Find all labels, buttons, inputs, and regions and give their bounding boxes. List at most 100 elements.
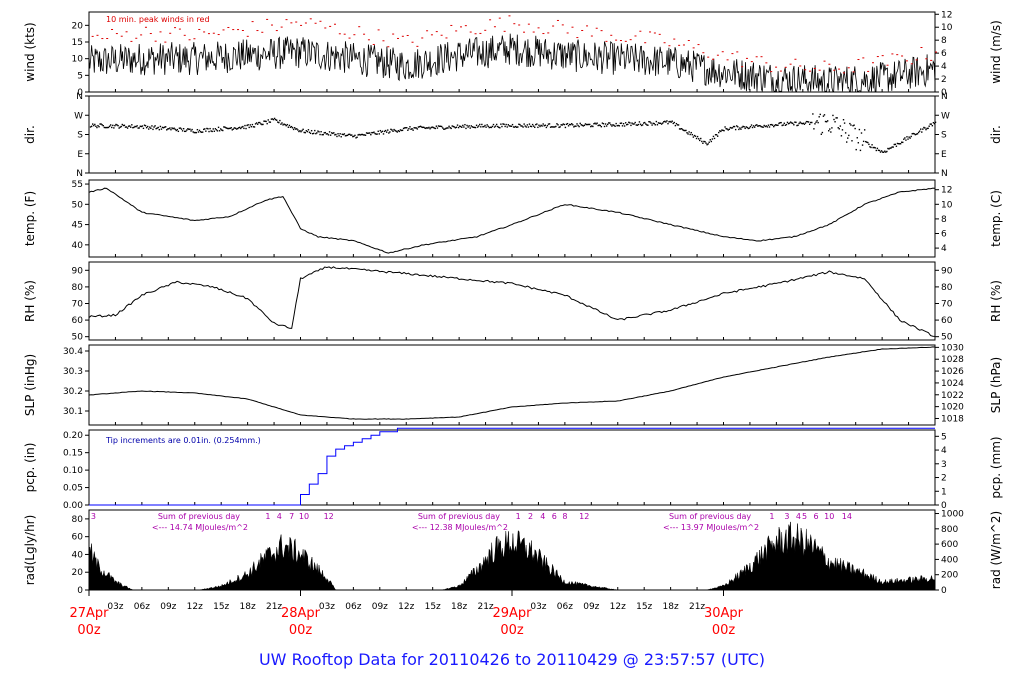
direction-point [688, 131, 690, 133]
direction-point [216, 130, 219, 132]
direction-point [807, 121, 810, 123]
direction-point [718, 131, 720, 134]
direction-point [871, 144, 873, 146]
peak-wind-mark [586, 25, 589, 27]
peak-wind-mark [789, 63, 792, 65]
direction-point [108, 125, 111, 127]
right-tick-label: 4 [941, 244, 947, 254]
left-tick-label: S [77, 131, 83, 141]
peak-wind-mark [716, 54, 719, 56]
direction-point [251, 123, 254, 126]
right-tick-label: 2 [941, 474, 947, 484]
left-tick-label: 0.00 [63, 501, 83, 511]
direction-point [361, 133, 364, 136]
direction-point [171, 127, 173, 129]
direction-point [429, 128, 431, 130]
direction-point [412, 129, 414, 131]
direction-point [634, 121, 636, 124]
direction-point [739, 127, 741, 129]
peak-wind-mark [552, 25, 555, 27]
direction-point [357, 134, 359, 136]
direction-point [413, 127, 415, 129]
direction-point [416, 128, 419, 130]
direction-point [771, 124, 774, 126]
direction-point [746, 126, 748, 129]
direction-point [830, 131, 832, 133]
direction-point [178, 127, 181, 129]
direction-point [612, 124, 614, 126]
direction-point [885, 151, 887, 153]
direction-point [713, 137, 716, 140]
peak-wind-mark [498, 17, 501, 19]
direction-point [443, 128, 445, 130]
right-axis-label: SLP (hPa) [989, 357, 1003, 413]
right-tick-label: 10 [941, 23, 953, 33]
direction-point [582, 125, 585, 127]
direction-point [318, 131, 320, 133]
direction-point [522, 126, 524, 128]
direction-point [226, 127, 228, 129]
direction-point [500, 123, 502, 125]
direction-point [549, 126, 552, 128]
peak-wind-mark [513, 23, 516, 25]
direction-point [380, 131, 383, 133]
direction-point [325, 133, 328, 135]
direction-point [238, 126, 241, 129]
direction-point [133, 126, 135, 129]
direction-point [353, 135, 355, 138]
direction-point [516, 126, 518, 128]
day-zulu-label: 00z [500, 623, 524, 638]
hour-tick-label: 09z [372, 602, 388, 612]
hour-tick-label: 18z [451, 602, 467, 612]
direction-point [587, 123, 590, 126]
direction-point [847, 137, 849, 139]
sun-hour-label: 7 [289, 512, 294, 521]
peak-wind-mark [154, 40, 157, 42]
direction-point [442, 127, 444, 129]
direction-point [605, 125, 608, 127]
direction-point [874, 147, 876, 149]
panel-frame [88, 344, 936, 426]
direction-point [728, 128, 731, 131]
peak-wind-mark [377, 29, 380, 31]
direction-point [604, 123, 607, 125]
direction-point [408, 127, 410, 130]
direction-point [692, 136, 695, 138]
peak-wind-mark [741, 66, 744, 68]
peak-wind-mark [537, 27, 540, 29]
direction-point [207, 128, 209, 130]
sun-hour-label: 3 [91, 512, 96, 521]
direction-point [584, 123, 587, 125]
direction-point [788, 122, 791, 124]
direction-point [897, 142, 900, 145]
left-tick-label: 50 [72, 333, 84, 343]
direction-point [192, 131, 194, 133]
direction-point [862, 140, 865, 143]
direction-point [392, 130, 394, 133]
left-tick-label: 80 [72, 515, 84, 525]
peak-wind-mark [721, 51, 724, 53]
direction-point [910, 135, 912, 138]
panel-frame [88, 179, 936, 258]
direction-point [488, 126, 490, 129]
direction-point [306, 130, 309, 133]
direction-point [272, 118, 275, 121]
panel-frame [88, 11, 936, 93]
direction-point [884, 150, 886, 152]
direction-point [920, 128, 922, 130]
direction-point [750, 124, 753, 126]
direction-point [253, 126, 256, 128]
direction-point [880, 150, 883, 152]
direction-point [741, 126, 743, 129]
peak-wind-mark [503, 30, 506, 32]
right-tick-label: 2 [941, 75, 947, 85]
direction-point [641, 124, 644, 126]
direction-point [129, 125, 131, 127]
direction-point [241, 126, 243, 128]
direction-point [609, 122, 611, 124]
direction-point [560, 124, 562, 126]
direction-point [765, 125, 768, 127]
direction-point [711, 138, 714, 140]
direction-point [304, 131, 306, 134]
